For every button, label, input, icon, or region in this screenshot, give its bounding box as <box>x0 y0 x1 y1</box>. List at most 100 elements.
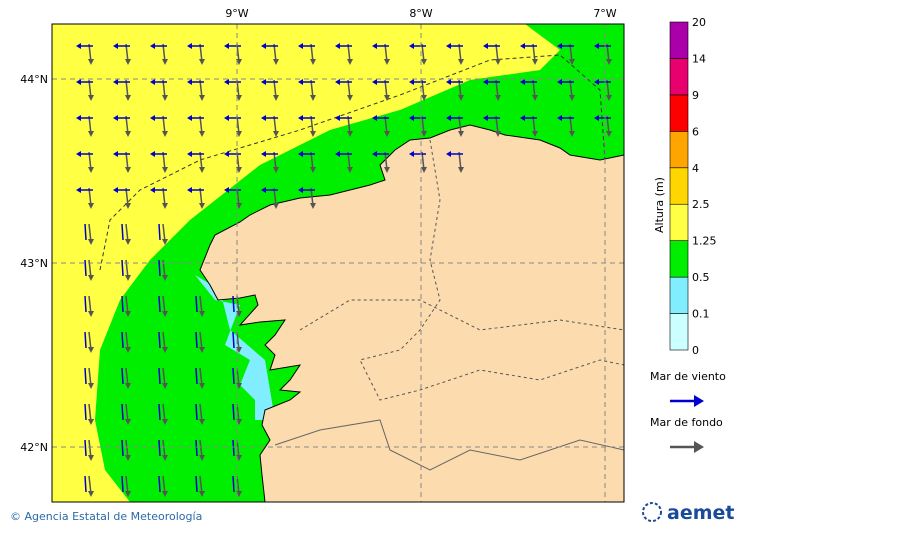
swell-arrowhead <box>125 347 131 353</box>
swell-arrowhead <box>125 491 131 497</box>
swell-arrowhead <box>347 167 353 173</box>
land <box>199 124 624 502</box>
wind-arrowhead <box>113 115 118 121</box>
swell-arrowhead <box>421 167 427 173</box>
swell-arrowhead <box>495 131 501 137</box>
swell-arrowhead <box>384 95 390 101</box>
wind-arrowhead <box>409 115 414 121</box>
swell-arrowhead <box>273 167 279 173</box>
swell-arrowhead <box>310 167 316 173</box>
wind-arrowhead <box>76 115 81 121</box>
wind-arrow <box>84 403 87 421</box>
logo: aemet <box>642 502 734 524</box>
wind-arrowhead <box>150 151 155 157</box>
wind-arrowhead <box>594 43 599 49</box>
wind-arrow <box>121 259 124 277</box>
wind-arrow <box>232 439 235 457</box>
wind-arrowhead <box>298 187 303 193</box>
colorbar: 0 0.1 0.5 1.25 2.5 4 6 9 14 20 <box>669 16 717 357</box>
swell-arrowhead <box>88 167 94 173</box>
colorbar-label: 0 <box>692 344 699 357</box>
colorbar-band <box>669 94 689 132</box>
wind-arrowhead <box>113 187 118 193</box>
legend-label: Mar de fondo <box>650 416 723 429</box>
wind-arrowhead <box>113 79 118 85</box>
wind-arrowhead <box>557 43 562 49</box>
wind-arrow <box>84 223 87 241</box>
colorbar-label: 4 <box>692 162 699 175</box>
swell-arrowhead <box>199 131 205 137</box>
swell-arrowhead <box>88 203 94 209</box>
wind-arrow <box>158 403 161 421</box>
swell-arrowhead <box>310 95 316 101</box>
wind-arrow <box>158 475 161 493</box>
wind-arrowhead <box>483 115 488 121</box>
swell-arrowhead <box>88 311 94 317</box>
lon-label: 9°W <box>225 7 248 20</box>
swell-arrowhead <box>162 203 168 209</box>
swell-arrowhead <box>125 311 131 317</box>
wind-arrow <box>195 331 198 349</box>
wind-arrow <box>121 223 124 241</box>
wave-arrows <box>76 43 612 497</box>
wind-arrowhead <box>187 151 192 157</box>
swell-arrowhead <box>125 419 131 425</box>
wind-arrow <box>232 403 235 421</box>
swell-arrowhead <box>532 59 538 65</box>
swell-arrowhead <box>88 275 94 281</box>
wind-arrowhead <box>187 187 192 193</box>
colorbar-label: 2.5 <box>692 198 710 211</box>
wind-arrowhead <box>113 43 118 49</box>
swell-arrowhead <box>125 383 131 389</box>
wind-arrow <box>232 295 235 313</box>
wind-arrowhead <box>76 79 81 85</box>
wind-arrow <box>121 295 124 313</box>
swell-arrowhead <box>199 59 205 65</box>
colorbar-band <box>669 240 689 278</box>
swell-arrowhead <box>125 275 131 281</box>
province-border <box>299 299 624 331</box>
lon-label: 7°W <box>593 7 616 20</box>
wind-arrowhead <box>76 151 81 157</box>
credit: © Agencia Estatal de Meteorología <box>10 510 202 523</box>
wind-arrow <box>195 367 198 385</box>
swell-arrowhead <box>458 167 464 173</box>
wind-arrow <box>158 223 161 241</box>
wind-arrowhead <box>335 79 340 85</box>
colorbar-band <box>669 313 689 351</box>
swell-arrowhead <box>88 455 94 461</box>
legend-arrowhead <box>694 441 704 453</box>
wind-arrowhead <box>150 79 155 85</box>
wind-arrowhead <box>446 151 451 157</box>
colorbar-label: 20 <box>692 16 706 29</box>
wind-arrow <box>158 439 161 457</box>
colorbar-band <box>669 58 689 96</box>
swell-arrowhead <box>199 203 205 209</box>
wind-arrowhead <box>150 187 155 193</box>
wind-arrowhead <box>372 43 377 49</box>
wind-arrowhead <box>372 79 377 85</box>
wind-arrowhead <box>446 79 451 85</box>
wind-arrow <box>232 367 235 385</box>
wind-arrow <box>84 295 87 313</box>
wind-arrow <box>158 367 161 385</box>
wind-arrow <box>84 367 87 385</box>
wind-arrowhead <box>187 79 192 85</box>
wind-arrowhead <box>150 43 155 49</box>
sea-low <box>195 275 275 420</box>
swell-arrowhead <box>199 419 205 425</box>
swell-arrowhead <box>458 95 464 101</box>
swell-arrowhead <box>162 491 168 497</box>
swell-arrowhead <box>162 275 168 281</box>
wind-arrow <box>84 475 87 493</box>
swell-arrowhead <box>162 311 168 317</box>
colorbar-band <box>669 276 689 314</box>
swell-arrowhead <box>162 59 168 65</box>
swell-arrowhead <box>199 311 205 317</box>
swell-arrowhead <box>458 59 464 65</box>
swell-arrowhead <box>88 95 94 101</box>
wind-arrowhead <box>187 43 192 49</box>
wind-arrowhead <box>113 151 118 157</box>
swell-arrowhead <box>199 167 205 173</box>
